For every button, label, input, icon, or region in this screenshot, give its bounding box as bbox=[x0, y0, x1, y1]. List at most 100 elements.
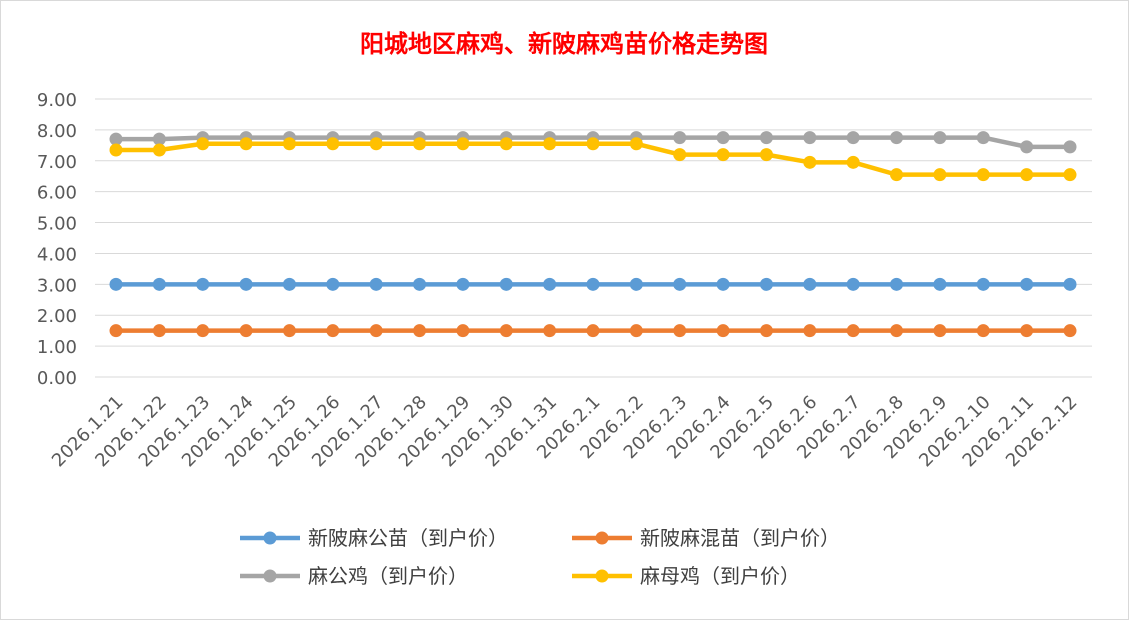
data-point bbox=[933, 131, 946, 144]
data-point bbox=[803, 156, 816, 169]
data-point bbox=[283, 278, 296, 291]
data-point bbox=[1020, 140, 1033, 153]
data-point bbox=[543, 137, 556, 150]
data-point bbox=[543, 278, 556, 291]
data-point bbox=[933, 278, 946, 291]
data-point bbox=[587, 278, 600, 291]
data-point bbox=[673, 278, 686, 291]
data-point bbox=[1020, 324, 1033, 337]
legend-label: 麻公鸡（到户价） bbox=[308, 564, 468, 588]
data-point bbox=[673, 131, 686, 144]
y-axis-ticks: 0.00 1.00 2.00 3.00 4.00 5.00 6.00 7.00 8.00 9.00 bbox=[37, 90, 77, 389]
data-point bbox=[326, 324, 339, 337]
data-point bbox=[1064, 278, 1077, 291]
data-point bbox=[977, 324, 990, 337]
data-point bbox=[543, 324, 556, 337]
data-point bbox=[326, 137, 339, 150]
data-point bbox=[847, 156, 860, 169]
data-point bbox=[890, 131, 903, 144]
data-point bbox=[283, 137, 296, 150]
data-point bbox=[1064, 168, 1077, 181]
data-point bbox=[326, 278, 339, 291]
data-point bbox=[717, 148, 730, 161]
data-point bbox=[760, 131, 773, 144]
data-point bbox=[196, 137, 209, 150]
data-point bbox=[240, 278, 253, 291]
data-point bbox=[1020, 278, 1033, 291]
legend-item: 新陂麻公苗（到户价） bbox=[240, 526, 508, 550]
data-point bbox=[456, 324, 469, 337]
data-point bbox=[456, 278, 469, 291]
y-tick-label: 3.00 bbox=[37, 275, 77, 296]
legend-marker bbox=[264, 532, 277, 545]
data-point bbox=[717, 131, 730, 144]
data-point bbox=[890, 278, 903, 291]
legend-marker bbox=[596, 570, 609, 583]
data-point bbox=[413, 324, 426, 337]
data-point bbox=[760, 278, 773, 291]
y-tick-label: 6.00 bbox=[37, 183, 77, 204]
data-point bbox=[717, 278, 730, 291]
data-point bbox=[413, 137, 426, 150]
chart-title: 阳城地区麻鸡、新陂麻鸡苗价格走势图 bbox=[360, 29, 768, 58]
y-tick-label: 0.00 bbox=[37, 368, 77, 389]
data-point bbox=[240, 137, 253, 150]
data-point bbox=[110, 278, 123, 291]
data-point bbox=[847, 131, 860, 144]
legend-label: 麻母鸡（到户价） bbox=[640, 564, 800, 588]
data-point bbox=[413, 278, 426, 291]
data-point bbox=[240, 324, 253, 337]
data-point bbox=[196, 278, 209, 291]
data-point bbox=[933, 324, 946, 337]
legend-label: 新陂麻混苗（到户价） bbox=[640, 526, 840, 550]
series-1 bbox=[110, 278, 1077, 291]
data-point bbox=[283, 324, 296, 337]
data-point bbox=[630, 324, 643, 337]
legend-item: 麻公鸡（到户价） bbox=[240, 564, 468, 588]
line-chart: 阳城地区麻鸡、新陂麻鸡苗价格走势图 0.00 1.00 2.00 3.00 4.00 5.… bbox=[0, 0, 1129, 620]
data-point bbox=[370, 137, 383, 150]
y-tick-label: 2.00 bbox=[37, 306, 77, 327]
data-point bbox=[1020, 168, 1033, 181]
data-point bbox=[587, 324, 600, 337]
legend: 新陂麻公苗（到户价） 新陂麻混苗（到户价） 麻公鸡（到户价） 麻母鸡（到户价） bbox=[240, 526, 840, 588]
data-point bbox=[153, 143, 166, 156]
data-point bbox=[760, 148, 773, 161]
y-tick-label: 5.00 bbox=[37, 214, 77, 235]
series-4 bbox=[110, 137, 1077, 181]
data-point bbox=[803, 278, 816, 291]
data-point bbox=[977, 131, 990, 144]
y-tick-label: 4.00 bbox=[37, 244, 77, 265]
data-point bbox=[110, 143, 123, 156]
legend-item: 新陂麻混苗（到户价） bbox=[572, 526, 840, 550]
data-point bbox=[500, 324, 513, 337]
data-point bbox=[717, 324, 730, 337]
data-point bbox=[847, 324, 860, 337]
data-point bbox=[456, 137, 469, 150]
data-point bbox=[370, 324, 383, 337]
data-point bbox=[673, 324, 686, 337]
y-tick-label: 9.00 bbox=[37, 90, 77, 111]
x-axis-ticks: 2026.1.212026.1.222026.1.232026.1.242026… bbox=[48, 392, 1082, 472]
data-point bbox=[630, 137, 643, 150]
data-point bbox=[890, 168, 903, 181]
legend-marker bbox=[264, 570, 277, 583]
data-point bbox=[153, 278, 166, 291]
data-point bbox=[673, 148, 686, 161]
data-point bbox=[933, 168, 946, 181]
data-point bbox=[1064, 140, 1077, 153]
data-point bbox=[890, 324, 903, 337]
data-point bbox=[110, 324, 123, 337]
data-point bbox=[977, 278, 990, 291]
data-point bbox=[370, 278, 383, 291]
y-tick-label: 1.00 bbox=[37, 337, 77, 358]
data-point bbox=[153, 324, 166, 337]
data-point bbox=[803, 324, 816, 337]
series-layer bbox=[110, 131, 1077, 337]
legend-item: 麻母鸡（到户价） bbox=[572, 564, 800, 588]
data-point bbox=[196, 324, 209, 337]
data-point bbox=[803, 131, 816, 144]
data-point bbox=[760, 324, 773, 337]
y-tick-label: 7.00 bbox=[37, 152, 77, 173]
data-point bbox=[1064, 324, 1077, 337]
